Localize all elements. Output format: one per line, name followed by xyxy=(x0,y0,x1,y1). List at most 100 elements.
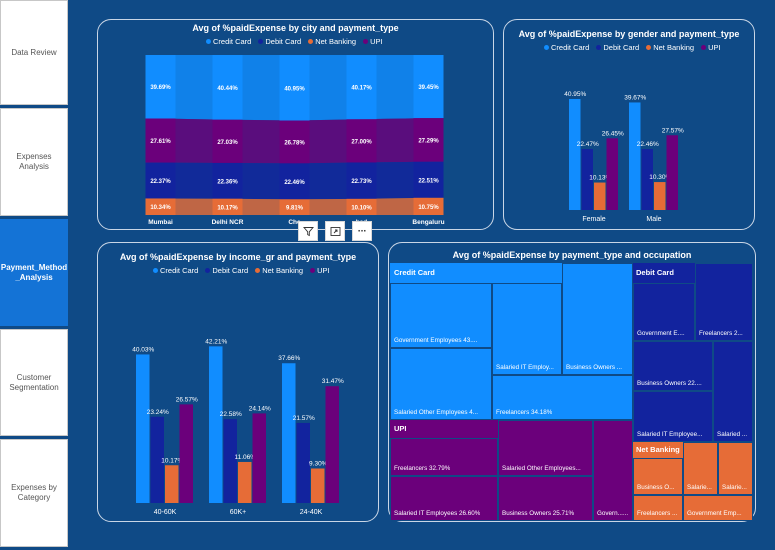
bar-segment[interactable] xyxy=(413,118,444,162)
nav-customer-segmentation[interactable]: Customer Segmentation xyxy=(0,329,68,436)
bar-debit-card[interactable] xyxy=(223,419,238,503)
treemap-tile[interactable]: Freelancers 32.79% xyxy=(390,438,498,476)
city-chart-panel[interactable]: Avg of %paidExpense by city and payment_… xyxy=(97,19,494,230)
nav-expenses-analysis[interactable]: Expenses Analysis xyxy=(0,108,68,216)
legend-credit-card[interactable]: Credit Card xyxy=(544,43,589,52)
chart-title: Avg of %paidExpense by payment_type and … xyxy=(452,250,692,260)
bar-segment[interactable] xyxy=(279,120,310,164)
bar-segment[interactable] xyxy=(279,199,310,215)
bar-segment[interactable] xyxy=(279,163,310,200)
bar-segment[interactable] xyxy=(212,55,243,120)
treemap-tile[interactable]: Freelancers ... xyxy=(633,495,683,521)
legend-debit-card[interactable]: Debit Card xyxy=(258,37,301,46)
treemap-tile[interactable]: Business Owners ... xyxy=(562,263,633,375)
bar-segment[interactable] xyxy=(145,198,176,215)
bar-segment[interactable] xyxy=(212,162,243,199)
x-tick-label: Mumbai xyxy=(148,219,173,226)
treemap-tile[interactable]: Salaried Other Employees... xyxy=(498,420,593,476)
treemap-tile[interactable]: Salaried IT Employ... xyxy=(492,283,562,375)
occupation-treemap-panel[interactable]: Avg of %paidExpense by payment_type and … xyxy=(388,242,756,522)
treemap-tile[interactable]: Salarie... xyxy=(683,442,718,495)
more-options-button[interactable]: ··· xyxy=(352,221,372,241)
legend-debit-card[interactable]: Debit Card xyxy=(205,266,248,275)
bar-net-banking[interactable] xyxy=(311,468,325,503)
legend-net-banking[interactable]: Net Banking xyxy=(646,43,694,52)
more-options-icon: ··· xyxy=(357,225,367,237)
bar-net-banking[interactable] xyxy=(165,465,179,503)
bar-credit-card[interactable] xyxy=(209,346,223,503)
bar-debit-card[interactable] xyxy=(641,149,654,210)
bar-upi[interactable] xyxy=(666,135,679,210)
income-chart-panel[interactable]: Avg of %paidExpense by income_gr and pay… xyxy=(97,242,379,522)
treemap-tile[interactable]: Salaried IT Employees 26.60% xyxy=(390,476,498,521)
treemap-tile[interactable]: Govern...... xyxy=(593,420,633,521)
nav-payment-method-analysis[interactable]: Payment_Method _Analysis xyxy=(0,219,68,326)
treemap-tile[interactable]: Salaried IT Employee... xyxy=(633,391,713,442)
data-label: 22.36% xyxy=(217,179,238,185)
treemap-tile[interactable]: Government Emp... xyxy=(683,495,753,521)
bar-upi[interactable] xyxy=(179,404,194,503)
legend-net-banking[interactable]: Net Banking xyxy=(255,266,303,275)
bar-net-banking[interactable] xyxy=(594,182,606,210)
bar-debit-card[interactable] xyxy=(581,149,594,210)
bar-segment[interactable] xyxy=(145,162,176,199)
filter-button[interactable] xyxy=(298,221,318,241)
legend-upi[interactable]: UPI xyxy=(701,43,721,52)
treemap-group-label: UPI xyxy=(394,424,407,433)
page-navigation: Data Review Expenses Analysis Payment_Me… xyxy=(0,0,70,550)
legend-upi[interactable]: UPI xyxy=(310,266,330,275)
gender-bar-chart: 40.95% 22.47% 10.13% 26.45% Female 39.67% 22.4… xyxy=(564,91,684,223)
treemap-group-label: Net Banking xyxy=(636,445,680,454)
bar-net-banking[interactable] xyxy=(238,461,252,503)
treemap-tile[interactable]: Freelancers 34.18% xyxy=(492,375,633,420)
data-label: 22.73% xyxy=(351,179,372,185)
bar-segment[interactable] xyxy=(212,198,243,215)
x-tick-label: Che xyxy=(288,219,301,226)
legend-credit-card[interactable]: Credit Card xyxy=(153,266,198,275)
bar-segment[interactable] xyxy=(413,197,444,215)
x-tick-label: Male xyxy=(646,216,661,223)
bar-upi[interactable] xyxy=(606,138,619,210)
legend-net-banking[interactable]: Net Banking xyxy=(308,37,356,46)
treemap-tile[interactable]: Freelancers 2... xyxy=(695,263,753,341)
bar-credit-card[interactable] xyxy=(629,102,641,210)
treemap-tile[interactable]: Salaried ... xyxy=(713,341,753,442)
treemap-tile[interactable]: Business Owners 22.... xyxy=(633,341,713,391)
data-label: 39.67% xyxy=(624,94,646,101)
gender-chart-panel[interactable]: Avg of %paidExpense by gender and paymen… xyxy=(503,19,755,230)
bar-segment[interactable] xyxy=(346,198,377,215)
bar-credit-card[interactable] xyxy=(136,354,150,503)
focus-mode-button[interactable] xyxy=(325,221,345,241)
bar-segment[interactable] xyxy=(346,119,377,163)
bar-upi[interactable] xyxy=(252,413,267,503)
data-label: 21.57% xyxy=(293,415,315,422)
bar-segment[interactable] xyxy=(346,162,377,199)
treemap-tile[interactable]: Salarie... xyxy=(718,442,753,495)
bar-upi[interactable] xyxy=(325,386,340,503)
bar-credit-card[interactable] xyxy=(282,363,296,503)
treemap-tile[interactable]: Salaried Other Employees 4... xyxy=(390,348,492,420)
nav-data-review[interactable]: Data Review xyxy=(0,0,68,105)
treemap-tile[interactable]: Business Owners 25.71% xyxy=(498,476,593,521)
bar-segment[interactable] xyxy=(212,119,243,163)
nav-expenses-by-category[interactable]: Expenses by Category xyxy=(0,439,68,547)
bar-segment[interactable] xyxy=(346,55,377,120)
bar-debit-card[interactable] xyxy=(150,416,165,503)
bar-segment[interactable] xyxy=(413,161,444,198)
bar-credit-card[interactable] xyxy=(569,98,581,210)
bar-segment[interactable] xyxy=(145,118,176,163)
bar-segment[interactable] xyxy=(413,55,444,119)
bar-debit-card[interactable] xyxy=(296,422,311,503)
legend-debit-card[interactable]: Debit Card xyxy=(596,43,639,52)
treemap-tile[interactable]: Government E.... xyxy=(633,283,695,341)
treemap-tile[interactable]: Government Employees 43.... xyxy=(390,283,492,348)
bar-segment[interactable] xyxy=(279,55,310,121)
city-stacked-chart: 39.69% 27.61% 22.37% 10.34% Mumbai 40.44% 27.0… xyxy=(145,55,445,226)
treemap-tile[interactable]: Business O... xyxy=(633,458,683,495)
legend-upi[interactable]: UPI xyxy=(363,37,383,46)
bar-net-banking[interactable] xyxy=(654,182,666,210)
legend-credit-card[interactable]: Credit Card xyxy=(206,37,251,46)
data-label: 31.47% xyxy=(322,378,344,385)
data-label: 27.57% xyxy=(662,127,684,134)
bar-segment[interactable] xyxy=(145,55,176,119)
